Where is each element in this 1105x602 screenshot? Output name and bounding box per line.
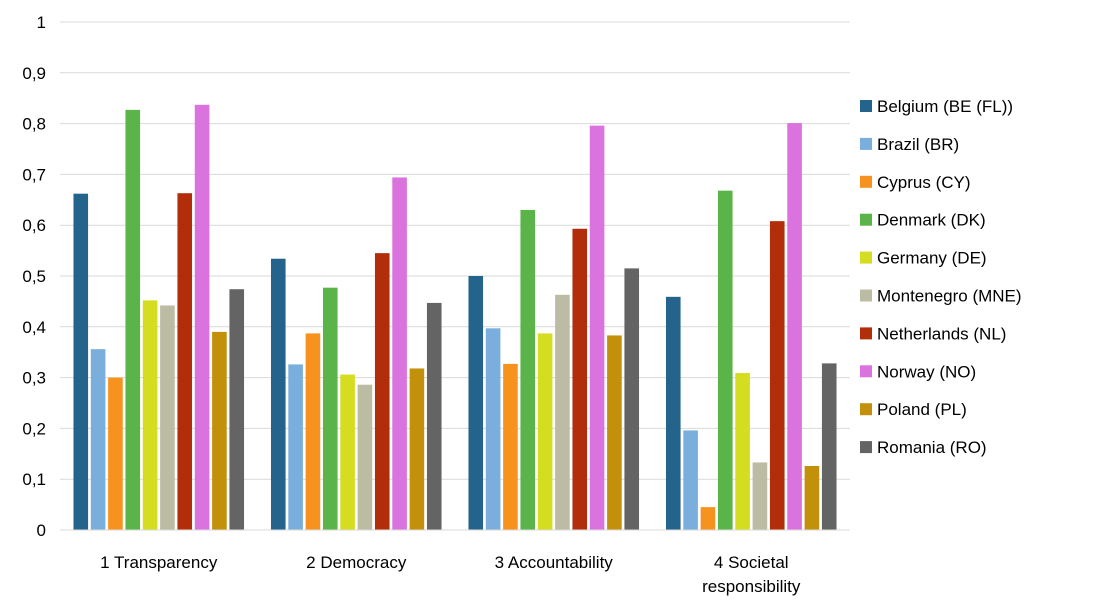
legend-label: Denmark (DK) — [877, 211, 986, 230]
bar — [665, 296, 681, 530]
y-tick-label: 0,8 — [22, 115, 46, 134]
legend-item: Belgium (BE (FL)) — [860, 97, 1013, 116]
bar — [357, 384, 373, 530]
category-label: 4 Societal responsibility — [702, 553, 801, 596]
legend-label: Netherlands (NL) — [877, 324, 1006, 343]
bars — [73, 104, 837, 531]
category-label: 1 Transparency — [100, 553, 218, 572]
bar — [700, 507, 716, 530]
y-tick-label: 1 — [37, 13, 46, 32]
bar — [125, 109, 141, 530]
y-tick-label: 0,5 — [22, 267, 46, 286]
bar — [288, 364, 303, 530]
legend-label: Germany (DE) — [877, 249, 987, 268]
bar — [607, 335, 622, 530]
bar — [555, 294, 570, 530]
bar — [589, 125, 605, 530]
bar — [752, 462, 768, 530]
bar — [426, 302, 442, 530]
bar — [468, 276, 484, 530]
bar — [108, 377, 123, 530]
legend-item: Netherlands (NL) — [860, 324, 1006, 343]
legend-swatch — [860, 441, 872, 454]
bar — [392, 177, 407, 530]
legend-item: Romania (RO) — [860, 438, 987, 457]
bar — [520, 209, 536, 530]
legend-item: Montenegro (MNE) — [860, 287, 1022, 306]
legend-label: Romania (RO) — [877, 438, 987, 457]
bar — [769, 221, 785, 530]
bar — [821, 363, 837, 530]
legend-swatch — [860, 137, 872, 150]
bar — [624, 268, 640, 530]
legend-swatch — [860, 403, 872, 416]
y-tick-label: 0,3 — [22, 369, 46, 388]
bar — [537, 333, 553, 530]
category-label: 3 Accountability — [495, 553, 614, 572]
bar — [717, 190, 733, 530]
bar — [270, 258, 286, 530]
bar — [160, 305, 175, 530]
y-tick-label: 0,9 — [22, 64, 46, 83]
y-tick-label: 0,1 — [22, 470, 46, 489]
legend-item: Norway (NO) — [860, 362, 976, 381]
legend-swatch — [860, 100, 872, 112]
bar — [374, 253, 390, 530]
legend-swatch — [860, 175, 872, 188]
legend-item: Brazil (BR) — [860, 135, 959, 154]
bar — [409, 368, 425, 530]
y-tick-label: 0,7 — [22, 165, 46, 184]
y-tick-label: 0,6 — [22, 216, 46, 235]
bar — [322, 287, 338, 530]
legend: Belgium (BE (FL)) Brazil (BR) Cyprus (CY) D… — [860, 97, 1022, 457]
bar — [340, 374, 355, 530]
bar — [90, 349, 106, 530]
y-tick-label: 0,4 — [22, 318, 46, 337]
legend-swatch — [860, 365, 872, 378]
bar — [787, 123, 802, 530]
legend-swatch — [860, 251, 872, 264]
y-tick-label: 0 — [37, 521, 46, 540]
legend-label: Montenegro (MNE) — [877, 287, 1022, 306]
category-label: 2 Democracy — [306, 553, 407, 572]
category-labels: 1 Transparency 2 Democracy 3 Accountabilit… — [100, 553, 801, 596]
legend-label: Brazil (BR) — [877, 135, 959, 154]
legend-swatch — [860, 327, 872, 340]
legend-label: Norway (NO) — [877, 362, 976, 381]
legend-label: Belgium (BE (FL)) — [877, 97, 1013, 116]
bar — [683, 430, 698, 530]
bar — [572, 228, 588, 530]
bar — [194, 104, 210, 531]
y-axis-tick-labels: 0 0,1 0,2 0,3 0,4 0,5 0,6 0,7 0,8 0,9 1 — [22, 13, 46, 540]
bar — [735, 373, 750, 530]
legend-label: Cyprus (CY) — [877, 173, 971, 192]
bar — [503, 363, 518, 530]
bar — [212, 331, 227, 530]
bar — [804, 465, 820, 530]
legend-item: Cyprus (CY) — [860, 173, 971, 192]
legend-label: Poland (PL) — [877, 400, 967, 419]
y-tick-label: 0,2 — [22, 419, 46, 438]
legend-swatch — [860, 289, 872, 302]
bar — [305, 333, 321, 530]
bar — [142, 300, 158, 530]
bar — [73, 193, 89, 530]
bar — [177, 193, 193, 530]
legend-swatch — [860, 213, 872, 226]
legend-item: Denmark (DK) — [860, 211, 986, 230]
bar — [229, 289, 245, 530]
bar — [485, 328, 501, 530]
legend-item: Poland (PL) — [860, 400, 967, 419]
legend-item: Germany (DE) — [860, 249, 987, 268]
